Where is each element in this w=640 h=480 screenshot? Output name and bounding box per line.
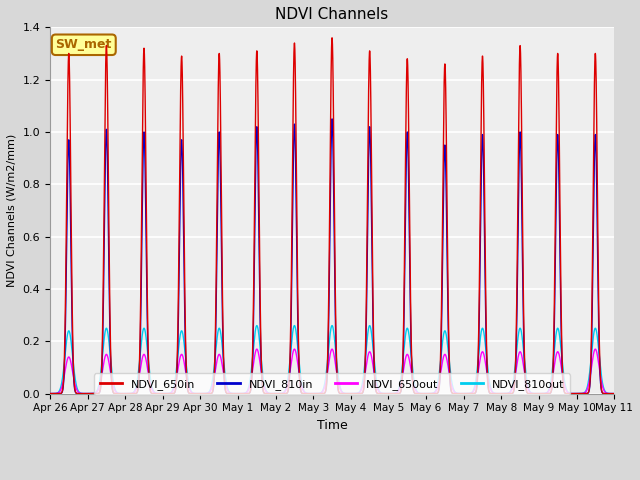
NDVI_810in [609,391,616,396]
NDVI_810out [257,356,265,362]
NDVI_810in [257,360,265,366]
Line: NDVI_650in: NDVI_650in [50,38,614,394]
NDVI_650in [257,352,265,358]
NDVI_810out [490,390,498,396]
X-axis label: Time: Time [317,419,348,432]
NDVI_650out [161,391,168,396]
NDVI_650in [609,391,616,396]
NDVI_650in [161,391,168,396]
NDVI_650out [257,368,265,373]
NDVI_810out [161,391,168,396]
NDVI_650in [167,391,175,396]
NDVI_810out [46,391,54,396]
NDVI_810out [253,323,260,328]
NDVI_810in [410,389,418,395]
NDVI_650in [410,389,418,395]
Y-axis label: NDVI Channels (W/m2/mm): NDVI Channels (W/m2/mm) [7,134,17,287]
NDVI_810out [167,390,175,396]
NDVI_650out [609,391,616,396]
NDVI_650in [490,391,498,396]
NDVI_810in [161,391,168,396]
NDVI_650out [591,346,599,352]
Line: NDVI_810out: NDVI_810out [50,325,614,394]
Line: NDVI_650out: NDVI_650out [50,349,614,394]
NDVI_810out [410,378,418,384]
NDVI_650out [490,390,498,396]
NDVI_810in [167,391,175,396]
NDVI_650out [46,391,54,396]
NDVI_810in [611,391,618,396]
Text: SW_met: SW_met [56,38,112,51]
NDVI_650out [167,390,175,396]
Title: NDVI Channels: NDVI Channels [275,7,388,22]
NDVI_650in [328,35,336,41]
NDVI_810out [611,391,618,396]
NDVI_650in [46,391,54,396]
Line: NDVI_810in: NDVI_810in [50,119,614,394]
Legend: NDVI_650in, NDVI_810in, NDVI_650out, NDVI_810out: NDVI_650in, NDVI_810in, NDVI_650out, NDV… [94,373,570,396]
NDVI_810in [328,116,336,122]
NDVI_650out [611,391,618,396]
NDVI_650out [410,383,418,388]
NDVI_650in [611,391,618,396]
NDVI_810in [490,391,498,396]
NDVI_810out [609,391,616,396]
NDVI_810in [46,391,54,396]
